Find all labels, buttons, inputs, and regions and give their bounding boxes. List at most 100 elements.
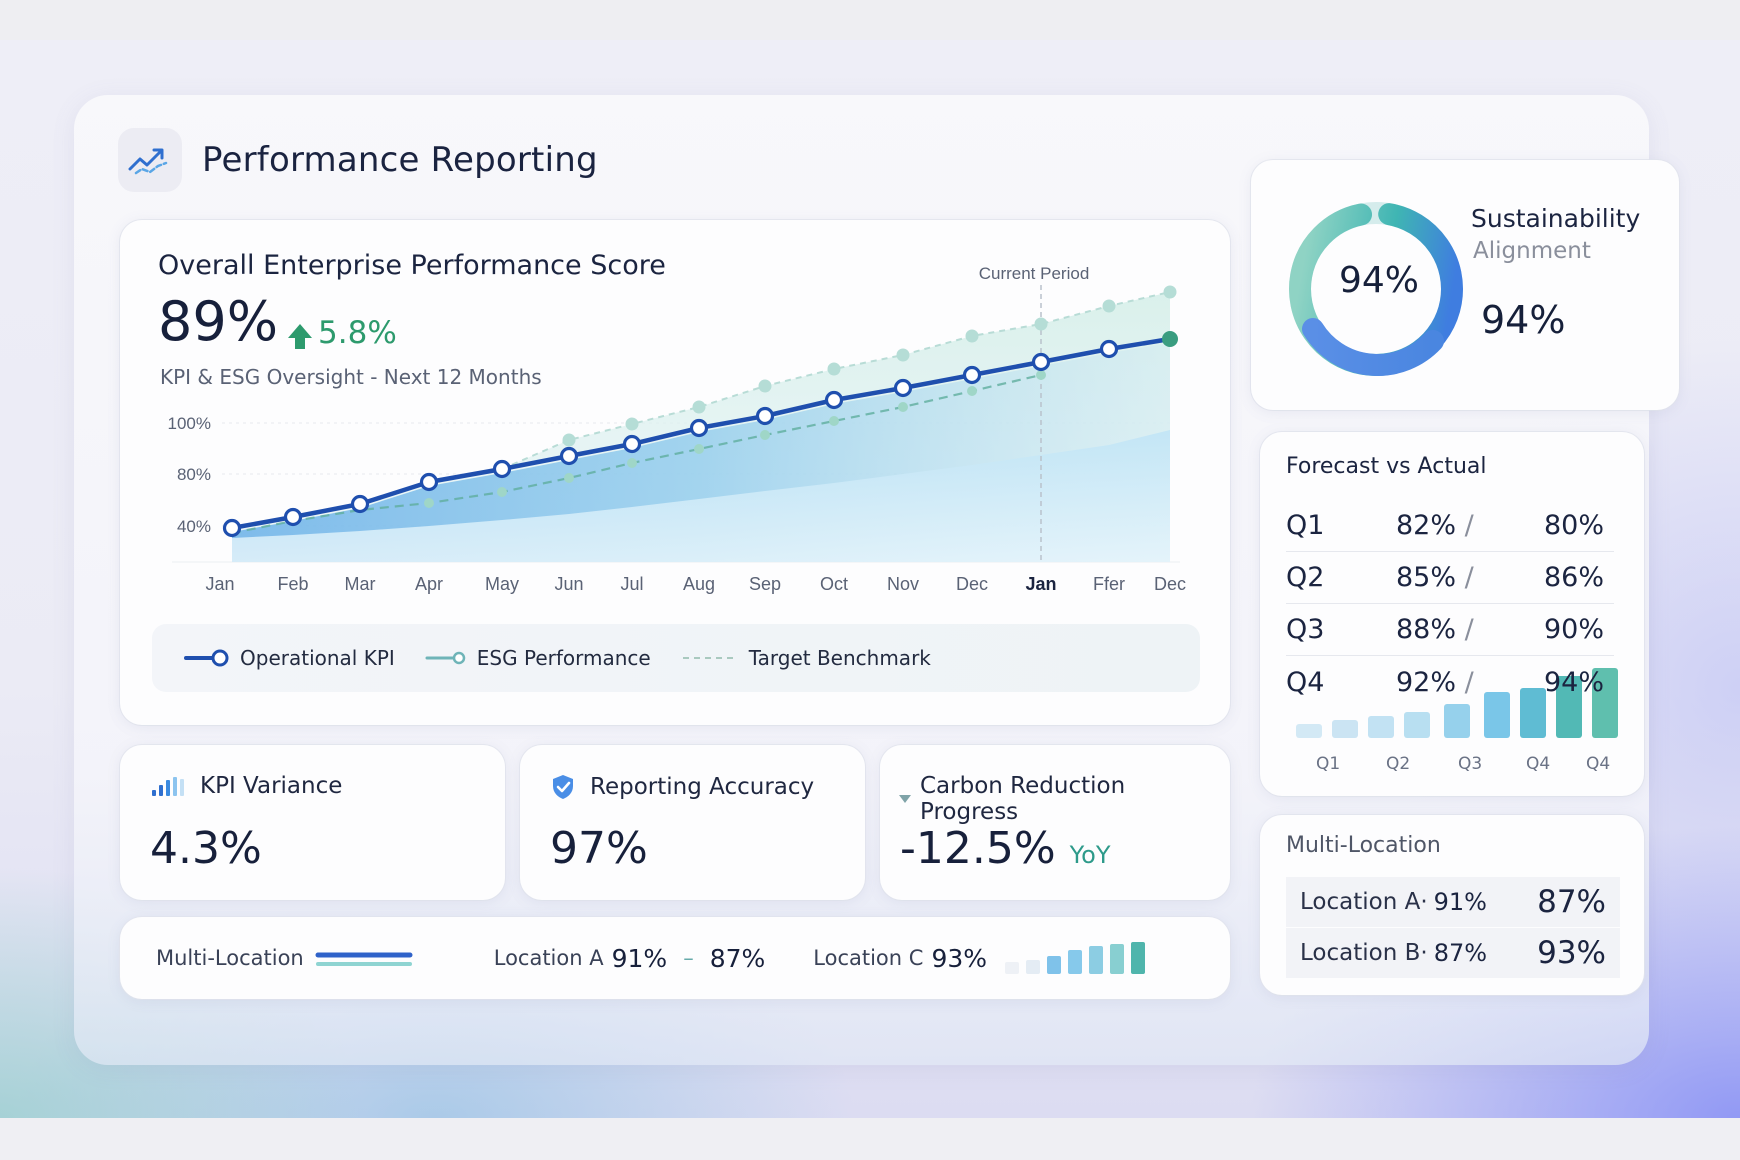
legend-label: Target Benchmark [748, 646, 931, 670]
actual-value: 80% [1543, 510, 1604, 541]
forecast-vs-actual-title: Forecast vs Actual [1286, 454, 1487, 479]
reporting-accuracy-value: 97% [550, 823, 648, 874]
bar-x-label: Q1 [1316, 754, 1341, 774]
location-label: Location A· [1300, 889, 1428, 915]
yoy-label: YoY [1069, 841, 1111, 869]
svg-text:May: May [485, 574, 519, 594]
forecast-row-q4: Q4 92% / 94% [1286, 656, 1614, 708]
multi-location-line-icon [315, 952, 413, 966]
separator: – [683, 946, 694, 970]
score-delta-value: 5.8% [318, 315, 397, 351]
location-c-value: 93% [931, 943, 988, 973]
location-value-1: 91% [1433, 888, 1487, 916]
kpi-variance-value: 4.3% [150, 823, 262, 874]
bar-x-label: Q4 [1526, 754, 1551, 774]
actual-value: 94% [1543, 666, 1604, 698]
bar-chart-icon [150, 774, 186, 798]
quarter-label: Q1 [1286, 510, 1325, 541]
svg-text:Dec: Dec [1154, 574, 1186, 594]
actual-value: 90% [1543, 614, 1604, 645]
svg-text:80%: 80% [177, 465, 211, 484]
performance-line-chart[interactable]: Current Period 100% 80% 40% Jan Feb Mar Apr May J… [120, 220, 1230, 620]
svg-text:Sep: Sep [749, 574, 781, 594]
svg-text:Jun: Jun [554, 574, 583, 594]
legend-target-benchmark[interactable]: Target Benchmark [681, 646, 931, 670]
arrow-up-icon [288, 324, 313, 349]
forecast-row-q2: Q2 85% / 86% [1286, 552, 1614, 604]
kpi-value: -12.5% [900, 823, 1056, 874]
target-benchmark-marker-icon [682, 657, 737, 659]
separator: / [1464, 562, 1474, 593]
carbon-reduction-title: Carbon Reduction Progress [898, 773, 1230, 825]
location-a-label: Location A [493, 946, 604, 970]
operational-kpi-marker-icon [184, 649, 229, 667]
separator: / [1464, 510, 1474, 541]
multi-location-title: Multi-Location [1286, 833, 1441, 858]
legend-operational-kpi[interactable]: Operational KPI [184, 646, 395, 670]
chart-title: Overall Enterprise Performance Score [158, 250, 666, 281]
chart-subtitle: KPI & ESG Oversight - Next 12 Months [160, 365, 542, 389]
location-a-row[interactable]: Location A· 91% 87% [1286, 877, 1620, 927]
location-value-2: 93% [1537, 935, 1606, 971]
window-bottom-edge [0, 1118, 1740, 1160]
donut-center-value: 94% [1338, 260, 1419, 301]
svg-text:Jan: Jan [205, 574, 234, 594]
strip-label: Multi-Location [156, 946, 304, 970]
forecast-row-q1: Q1 82% / 80% [1286, 500, 1614, 552]
bar-x-label: Q3 [1458, 754, 1483, 774]
svg-text:Aug: Aug [683, 574, 715, 594]
chart-legend: Operational KPI ESG Performance Target B… [152, 624, 1200, 692]
kpi-variance-title: KPI Variance [150, 773, 342, 799]
actual-value: 86% [1543, 562, 1604, 593]
separator: / [1464, 614, 1474, 645]
separator: / [1464, 666, 1474, 698]
forecast-bar-chart [1296, 668, 1618, 738]
page-title: Performance Reporting [202, 140, 598, 180]
location-c-label: Location C [813, 946, 924, 970]
bar-x-label: Q2 [1386, 754, 1411, 774]
forecast-vs-actual-card: Forecast vs Actual Q1 82% / 80% Q2 85% /… [1260, 432, 1644, 796]
sustainability-alignment-card: 94% Sustainability Alignment 94% [1251, 160, 1679, 410]
svg-text:Mar: Mar [345, 574, 376, 594]
location-label: Location B· [1300, 940, 1428, 966]
forecast-value: 88% [1396, 614, 1457, 645]
svg-text:Jan: Jan [1025, 574, 1056, 594]
svg-text:Apr: Apr [415, 574, 443, 594]
forecast-value: 82% [1396, 510, 1457, 541]
forecast-row-q3: Q3 88% / 90% [1286, 604, 1614, 656]
quarter-label: Q2 [1286, 562, 1325, 593]
legend-label: ESG Performance [476, 646, 651, 670]
quarter-label: Q3 [1286, 614, 1325, 645]
sustainability-donut-chart [1289, 202, 1463, 376]
multi-location-strip: Multi-Location Location A 91% – 87% Loca… [120, 917, 1230, 999]
location-a-value-1: 91% [611, 943, 668, 973]
legend-label: Operational KPI [240, 646, 395, 670]
multi-location-card: Multi-Location Location A· 91% 87% Locat… [1260, 815, 1644, 995]
score-value: 89% [158, 290, 279, 353]
forecast-value: 92% [1396, 666, 1457, 698]
kpi-value: 97% [550, 823, 648, 874]
legend-esg-performance[interactable]: ESG Performance [425, 646, 651, 670]
window-top-edge [0, 0, 1740, 42]
location-b-row[interactable]: Location B· 87% 93% [1286, 928, 1620, 978]
location-value-2: 87% [1537, 884, 1606, 920]
svg-text:Nov: Nov [887, 574, 919, 594]
quarter-label: Q4 [1286, 666, 1325, 698]
carbon-reduction-value: -12.5% YoY [900, 823, 1110, 874]
svg-text:Ffer: Ffer [1093, 574, 1125, 594]
svg-text:40%: 40% [177, 517, 211, 536]
location-a-value-2: 87% [709, 943, 766, 973]
reporting-accuracy-card: Reporting Accuracy 97% [520, 745, 865, 900]
performance-score-card: Overall Enterprise Performance Score 89%… [120, 220, 1230, 725]
kpi-variance-card: KPI Variance 4.3% [120, 745, 505, 900]
svg-text:Jul: Jul [620, 574, 643, 594]
esg-performance-marker-icon [425, 651, 466, 665]
sustainability-value: 94% [1481, 298, 1566, 342]
current-period-label: Current Period [979, 264, 1090, 283]
page-header: Performance Reporting [118, 128, 598, 192]
trending-up-icon [118, 128, 182, 192]
sustainability-title: Sustainability [1471, 204, 1641, 233]
multi-location-strip-content: Multi-Location Location A 91% – 87% Loca… [156, 917, 1216, 999]
kpi-title-label: Reporting Accuracy [590, 774, 815, 800]
svg-text:Oct: Oct [820, 574, 848, 594]
